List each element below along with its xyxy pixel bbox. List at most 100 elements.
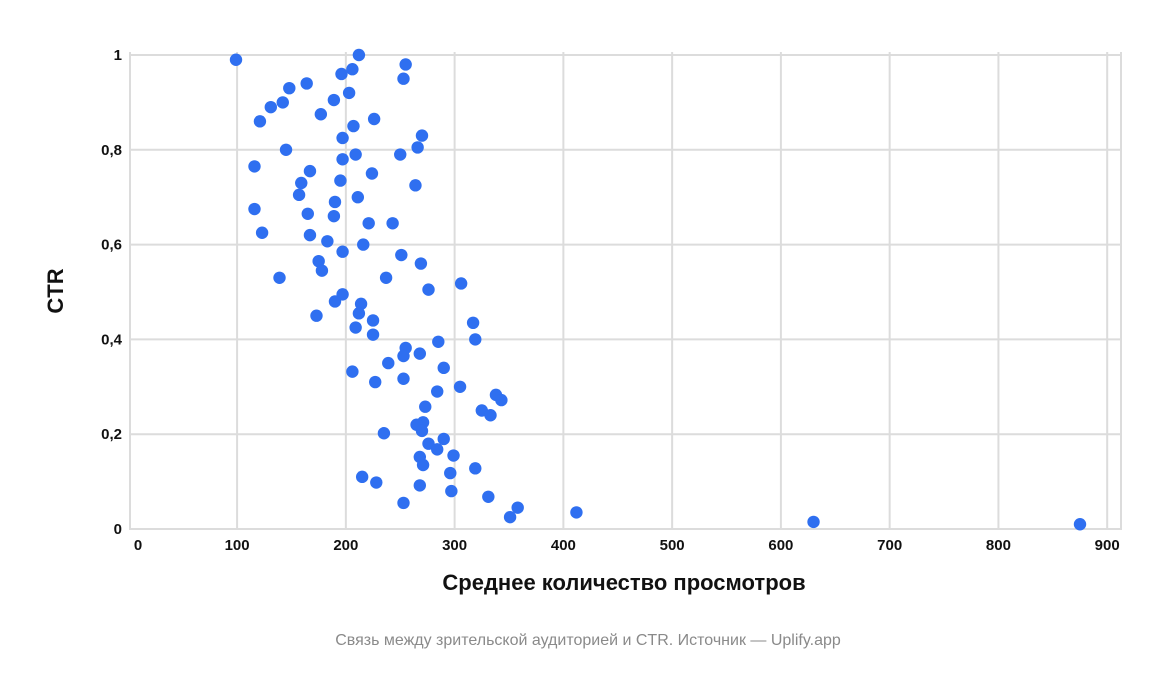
data-point <box>328 195 342 209</box>
data-point <box>444 466 457 480</box>
data-point <box>419 400 432 413</box>
data-point <box>503 510 517 524</box>
data-point <box>422 283 435 296</box>
data-point <box>336 131 349 145</box>
data-point <box>346 365 359 378</box>
data-point <box>397 496 410 510</box>
data-point <box>366 314 380 327</box>
data-point <box>466 316 480 330</box>
data-point <box>416 458 430 472</box>
data-point <box>321 235 334 248</box>
data-point <box>300 77 313 90</box>
data-point <box>327 209 341 223</box>
data-point <box>447 449 460 462</box>
data-point <box>314 108 328 121</box>
data-point <box>414 257 428 270</box>
data-point <box>273 271 286 284</box>
x-tick-label: 300 <box>442 537 467 554</box>
data-point <box>292 188 306 202</box>
x-tick-label: 900 <box>1095 537 1120 554</box>
data-point <box>394 148 407 161</box>
data-point <box>484 409 497 422</box>
x-tick-label: 700 <box>877 537 902 554</box>
data-point <box>253 115 267 128</box>
data-point <box>336 153 349 166</box>
data-point <box>370 476 383 489</box>
data-point <box>511 501 524 514</box>
data-point <box>395 248 408 262</box>
data-point <box>1073 518 1087 531</box>
y-tick-label: 0 <box>114 521 122 538</box>
data-point <box>328 295 342 308</box>
data-point <box>352 48 366 62</box>
y-tick-label: 0,8 <box>101 142 122 159</box>
data-point <box>276 96 289 109</box>
x-tick-label: 0 <box>134 537 142 554</box>
data-point <box>807 515 820 529</box>
data-point <box>303 228 317 242</box>
x-axis-label: Среднее количество просмотров <box>442 570 805 595</box>
grid <box>129 52 1122 530</box>
data-point <box>413 347 427 360</box>
data-point <box>349 321 362 334</box>
data-point <box>431 443 444 456</box>
x-tick-label: 500 <box>660 537 685 554</box>
data-point <box>369 375 382 389</box>
data-point <box>415 424 429 438</box>
data-point <box>312 254 325 268</box>
data-point <box>355 470 369 484</box>
data-point <box>357 238 370 251</box>
data-point <box>409 179 422 192</box>
x-tick-label: 400 <box>551 537 576 554</box>
data-point <box>469 462 482 475</box>
data-point <box>415 129 429 142</box>
data-point <box>437 361 450 375</box>
data-point <box>413 479 427 492</box>
data-point <box>310 309 323 322</box>
data-point <box>482 490 495 503</box>
data-point <box>382 356 395 370</box>
data-point <box>437 432 450 446</box>
data-point <box>264 100 278 114</box>
chart-caption: Связь между зрительской аудиторией и CTR… <box>335 632 841 649</box>
x-tick-label: 800 <box>986 537 1011 554</box>
data-point <box>367 112 381 126</box>
data-point <box>248 202 261 216</box>
data-point <box>283 81 296 95</box>
data-point <box>431 385 444 398</box>
data-point <box>349 148 362 161</box>
data-point <box>301 207 314 220</box>
data-point <box>354 297 368 311</box>
data-point <box>365 167 379 180</box>
y-tick-label: 0,2 <box>101 426 122 443</box>
data-point <box>352 307 366 320</box>
data-point <box>432 335 445 348</box>
y-axis-ticks: 0 0,2 0,4 0,6 0,8 1 <box>101 47 123 538</box>
y-tick-label: 0,4 <box>101 331 123 348</box>
data-point <box>495 393 508 407</box>
data-point <box>303 164 317 178</box>
y-tick-label: 0,6 <box>101 237 122 254</box>
data-point <box>366 328 380 341</box>
data-point <box>362 217 375 230</box>
data-point <box>279 143 293 156</box>
data-point <box>335 67 348 81</box>
data-point <box>397 72 410 85</box>
data-point <box>454 277 468 290</box>
data-point <box>397 349 410 363</box>
data-point <box>255 226 269 239</box>
data-point <box>469 333 482 346</box>
data-point <box>453 380 467 393</box>
data-point <box>379 271 393 284</box>
data-point <box>399 58 412 71</box>
x-axis-ticks: 0 100 200 300 400 500 600 700 800 900 <box>134 537 1120 554</box>
data-point <box>248 160 261 173</box>
data-point <box>229 53 243 66</box>
data-point <box>346 63 359 76</box>
data-point <box>347 119 360 133</box>
data-point <box>336 245 349 258</box>
data-point <box>397 372 410 385</box>
y-axis-label: CTR <box>43 268 68 313</box>
data-point <box>377 427 391 440</box>
